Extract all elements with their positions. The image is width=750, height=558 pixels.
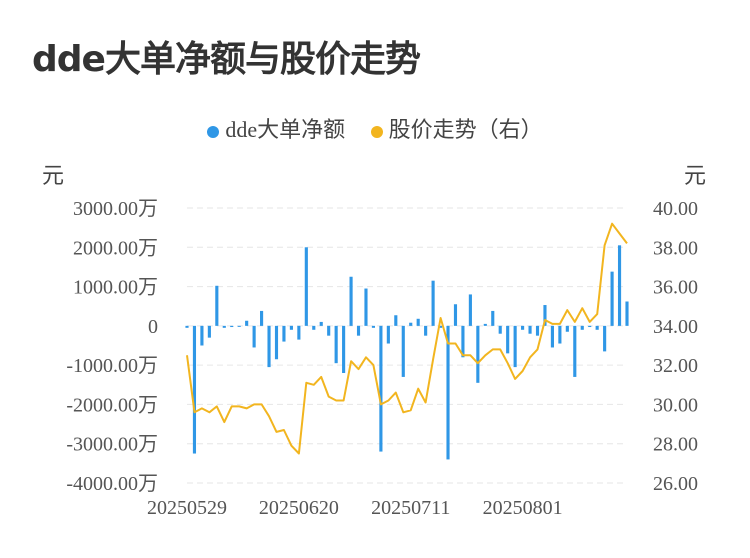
bar (200, 325, 204, 346)
x-tick-label: 20250801 (483, 497, 563, 519)
bar (528, 325, 532, 334)
bar (394, 315, 398, 326)
bar (230, 325, 234, 328)
bar (237, 325, 241, 327)
right-tick-label: 28.00 (653, 434, 698, 456)
bar (342, 325, 346, 373)
bar (185, 325, 189, 328)
x-tick-label: 20250711 (371, 497, 450, 519)
legend-dot-bar (207, 125, 220, 138)
right-tick-label: 34.00 (653, 316, 698, 338)
left-tick-label: 3000.00万 (73, 198, 158, 220)
right-tick-label: 40.00 (653, 198, 698, 220)
left-tick-label: 1000.00万 (73, 277, 158, 299)
bar (431, 280, 435, 326)
bar (617, 245, 622, 326)
legend-label-bar: dde大单净额 (225, 117, 346, 142)
bar (252, 325, 256, 348)
bar (535, 325, 540, 336)
bar (282, 325, 286, 342)
bar (543, 305, 547, 326)
x-tick-label: 20250620 (259, 497, 339, 519)
legend-label-line: 股价走势（右） (388, 117, 543, 142)
bar (558, 325, 562, 344)
bar (438, 325, 443, 328)
bar (468, 294, 472, 326)
legend-dot-line (370, 125, 383, 138)
right-tick-label: 30.00 (653, 394, 698, 416)
left-tick-label: -3000.00万 (66, 434, 158, 456)
right-tick-label: 32.00 (653, 355, 698, 377)
bar (588, 325, 592, 328)
bar (297, 325, 301, 340)
bar (327, 325, 331, 336)
bar (506, 325, 510, 354)
bar (565, 325, 569, 332)
bar (222, 325, 226, 328)
bar (573, 325, 577, 377)
legend-item-line[interactable]: 股价走势（右） (370, 112, 543, 144)
bar (483, 323, 487, 326)
bar (356, 325, 361, 336)
left-tick-label: 0 (148, 316, 158, 338)
bar (498, 325, 502, 334)
bar (580, 325, 584, 330)
bar (274, 325, 279, 360)
bar (267, 325, 271, 368)
bar (371, 325, 376, 328)
bar (521, 325, 525, 330)
bar (603, 325, 607, 352)
x-tick-label: 20250529 (147, 497, 227, 519)
bar (610, 271, 614, 326)
bar (334, 325, 338, 364)
bar (192, 325, 197, 454)
bar (379, 325, 383, 452)
bar (409, 322, 413, 326)
bar (386, 325, 390, 344)
price-line (186, 222, 628, 455)
chart-title: dde大单净额与股价走势 (32, 39, 421, 80)
left-tick-label: -2000.00万 (66, 394, 158, 416)
bar (304, 247, 308, 326)
bar (349, 276, 353, 326)
bar (476, 325, 480, 383)
left-tick-label: 2000.00万 (73, 237, 158, 259)
bar (319, 321, 323, 326)
bar (289, 325, 293, 330)
bar (461, 325, 465, 358)
bar (453, 304, 458, 326)
right-tick-label: 36.00 (653, 277, 698, 299)
bar (245, 320, 249, 326)
bar (215, 285, 219, 326)
legend: dde大单净额 股价走势（右） (0, 112, 750, 144)
bar (260, 310, 264, 326)
bar (424, 325, 428, 336)
bar (207, 325, 211, 338)
legend-item-bar[interactable]: dde大单净额 (207, 112, 345, 144)
right-axis-unit: 元 (684, 163, 707, 188)
bar (364, 288, 368, 326)
bar (446, 325, 450, 460)
bar (416, 318, 420, 326)
bar (401, 325, 405, 377)
bar (550, 325, 554, 348)
bar (312, 325, 316, 330)
bar (491, 310, 495, 326)
left-tick-label: -4000.00万 (66, 473, 158, 495)
left-axis-unit: 元 (42, 163, 65, 188)
right-tick-label: 26.00 (653, 473, 698, 495)
right-tick-label: 38.00 (653, 237, 698, 259)
bar (513, 325, 517, 368)
bar (625, 301, 629, 326)
bar (595, 325, 599, 330)
left-tick-label: -1000.00万 (66, 355, 158, 377)
